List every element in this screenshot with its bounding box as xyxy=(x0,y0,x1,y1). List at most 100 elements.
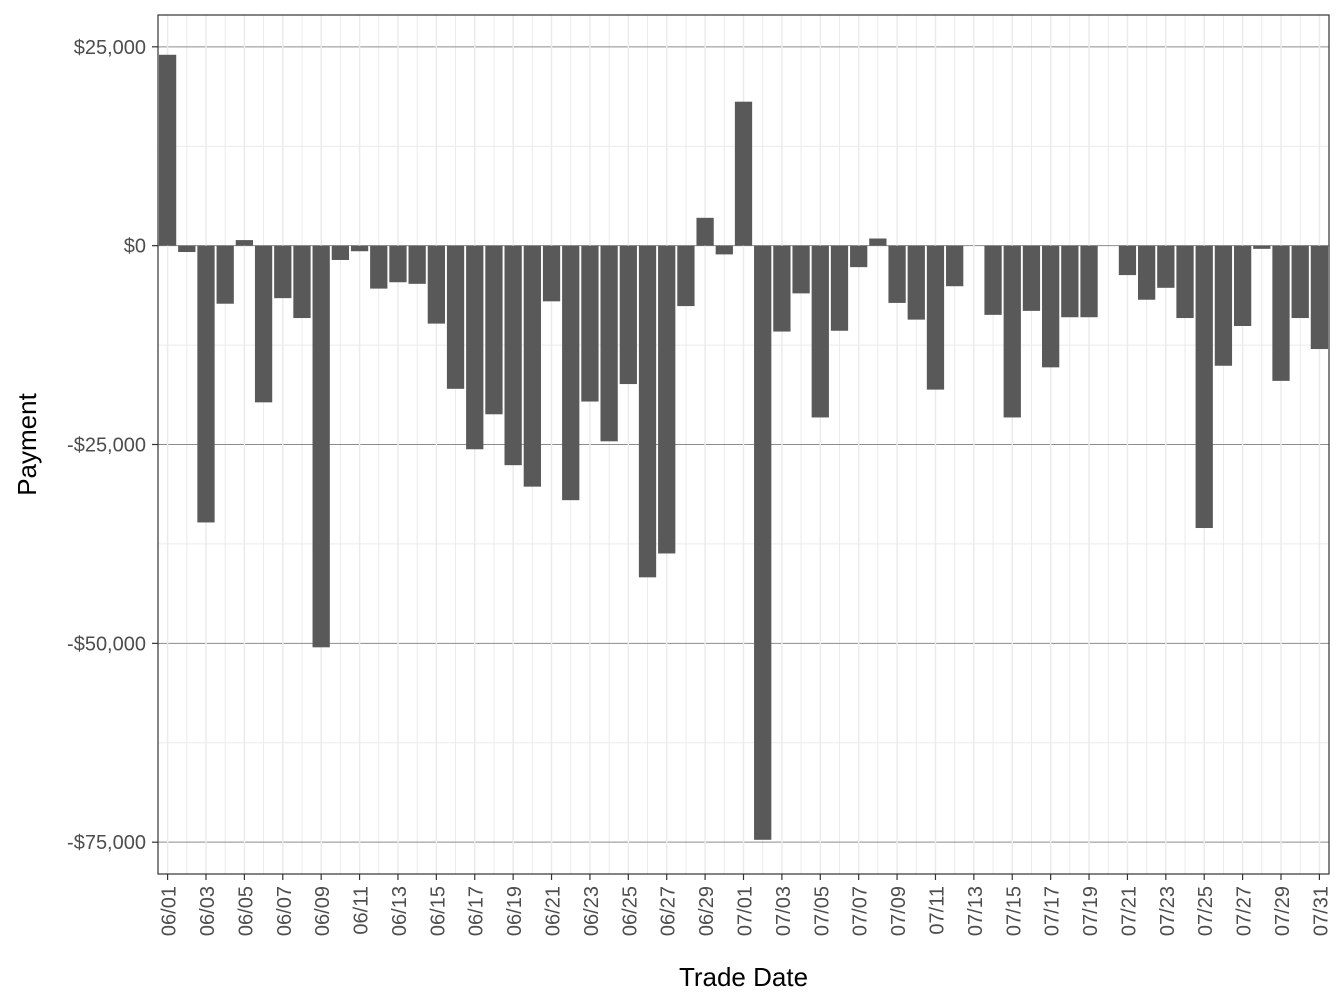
x-tick-label: 06/19 xyxy=(504,886,526,936)
bar xyxy=(1214,245,1233,366)
x-tick-label: 06/15 xyxy=(427,886,449,936)
x-tick-label: 07/09 xyxy=(888,886,910,936)
x-tick-label: 06/29 xyxy=(696,886,718,936)
bar xyxy=(312,245,330,648)
x-tick-label: 06/25 xyxy=(619,886,641,936)
bar xyxy=(542,245,561,302)
major-grid xyxy=(158,15,1329,874)
x-tick-label: 07/23 xyxy=(1157,886,1179,936)
bar xyxy=(984,245,1002,315)
x-tick-label: 06/05 xyxy=(235,886,257,936)
bar xyxy=(619,245,637,385)
bar xyxy=(1233,245,1252,326)
bar xyxy=(734,101,753,246)
bar xyxy=(754,245,772,840)
bar xyxy=(523,245,541,487)
bar xyxy=(254,245,273,403)
bar xyxy=(293,245,311,319)
x-tick-label: 07/27 xyxy=(1234,886,1256,936)
bar xyxy=(869,238,887,246)
bar xyxy=(926,245,945,390)
x-tick-label: 06/17 xyxy=(466,886,488,936)
bar xyxy=(946,245,964,287)
bar xyxy=(235,240,254,246)
y-tick-label: $0 xyxy=(124,236,146,258)
bar xyxy=(427,245,445,324)
bar xyxy=(1176,245,1194,319)
x-tick-label: 06/23 xyxy=(581,886,603,936)
bar xyxy=(158,54,177,246)
x-tick-label: 07/21 xyxy=(1118,886,1140,936)
bar xyxy=(696,217,714,246)
bar xyxy=(1137,245,1156,300)
x-tick-label: 07/31 xyxy=(1310,886,1332,936)
x-tick-label: 07/19 xyxy=(1080,886,1102,936)
x-tick-label: 07/13 xyxy=(965,886,987,936)
bar xyxy=(830,245,849,331)
bars xyxy=(158,54,1329,840)
bar xyxy=(658,245,676,554)
bar xyxy=(370,245,388,289)
x-tick-label: 07/01 xyxy=(735,886,757,936)
bar xyxy=(907,245,925,320)
bar xyxy=(677,245,695,307)
x-tick-label: 06/21 xyxy=(543,886,565,936)
bar xyxy=(350,245,369,252)
bar xyxy=(888,245,906,303)
bar xyxy=(1022,245,1041,311)
bar xyxy=(638,245,657,578)
y-tick-label: -$50,000 xyxy=(67,633,146,655)
bar xyxy=(792,245,810,294)
bar xyxy=(216,245,234,304)
bar xyxy=(1080,245,1098,318)
x-tick-label: 06/07 xyxy=(274,886,296,936)
x-tick-label: 07/15 xyxy=(1003,886,1025,936)
x-tick-label: 07/07 xyxy=(850,886,872,936)
bar xyxy=(274,245,292,299)
bar xyxy=(1253,245,1271,249)
x-tick-label: 07/03 xyxy=(773,886,795,936)
x-tick-label: 07/17 xyxy=(1042,886,1064,936)
bar xyxy=(331,245,350,260)
bar xyxy=(850,245,868,268)
bar xyxy=(715,245,733,255)
bar xyxy=(389,245,407,283)
bar xyxy=(1195,245,1213,529)
x-tick-label: 06/13 xyxy=(389,886,411,936)
x-tick-label: 06/09 xyxy=(312,886,334,936)
x-tick-label: 07/05 xyxy=(811,886,833,936)
bar xyxy=(178,245,196,253)
bar xyxy=(485,245,503,415)
x-tick-label: 07/29 xyxy=(1272,886,1294,936)
y-axis-title: Payment xyxy=(12,392,42,495)
y-tick-label: -$75,000 xyxy=(67,832,146,854)
bar xyxy=(1157,245,1175,288)
bar xyxy=(1042,245,1060,368)
bar xyxy=(446,245,465,389)
bar xyxy=(773,245,791,332)
y-tick-label: $25,000 xyxy=(74,37,146,59)
bar xyxy=(811,245,829,418)
bar xyxy=(1061,245,1079,318)
x-tick-label: 06/11 xyxy=(351,886,373,935)
bar xyxy=(562,245,580,501)
x-axis-title: Trade Date xyxy=(679,962,808,992)
x-axis: 06/01 06/03 06/05 06/07 06/09 06/11 06/13 06/15… xyxy=(159,874,1332,936)
bar xyxy=(1272,245,1290,381)
bar xyxy=(600,245,618,442)
bar xyxy=(408,245,426,284)
bar xyxy=(1310,245,1329,350)
y-axis: $25,000 $0 -$25,000 -$50,000 -$75,000 xyxy=(67,37,158,854)
bar xyxy=(581,245,599,402)
x-tick-label: 06/01 xyxy=(159,886,181,936)
x-tick-label: 07/25 xyxy=(1195,886,1217,936)
x-tick-label: 06/03 xyxy=(197,886,219,936)
bar xyxy=(504,245,522,466)
x-tick-label: 06/27 xyxy=(658,886,680,936)
bar xyxy=(1291,245,1309,319)
bar xyxy=(1118,245,1137,276)
bar xyxy=(197,245,215,523)
bar xyxy=(1003,245,1021,418)
bar xyxy=(466,245,484,450)
